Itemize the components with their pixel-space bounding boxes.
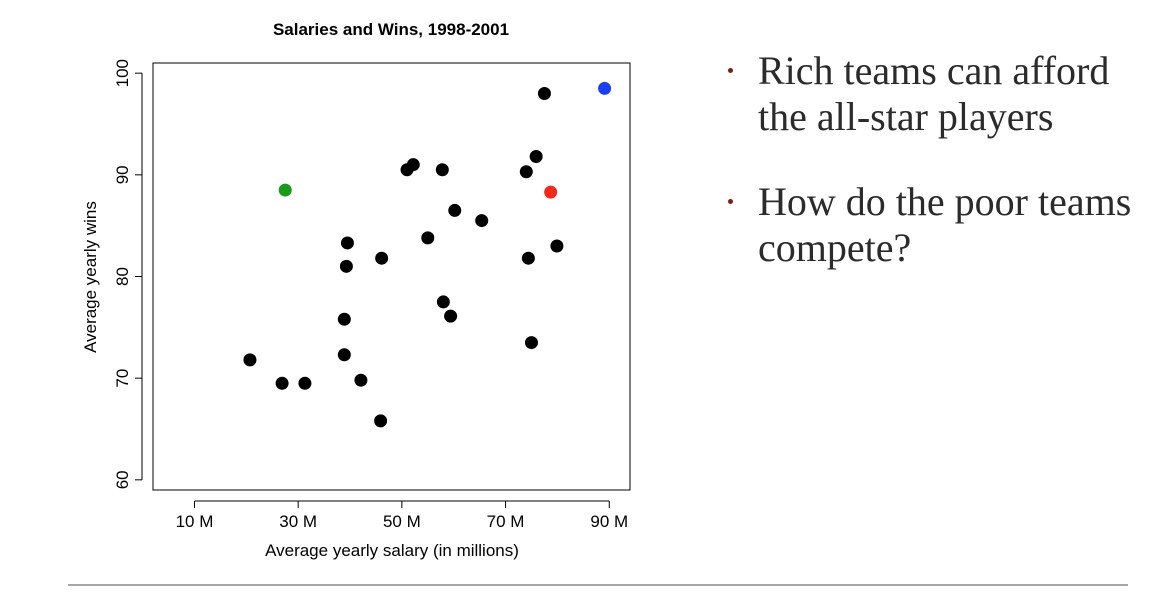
data-point: [475, 214, 489, 228]
y-axis-label: Average yearly wins: [81, 201, 100, 353]
data-point: [275, 376, 289, 390]
data-point: [354, 373, 368, 387]
data-point: [337, 312, 351, 326]
plot-frame: [152, 62, 631, 491]
data-point: [598, 81, 612, 95]
x-tick-label: 70 M: [487, 512, 525, 531]
footer-divider: [68, 584, 1128, 586]
data-point: [298, 376, 312, 390]
data-points: [243, 81, 612, 428]
bullet-dot-icon: [728, 68, 733, 73]
data-point: [243, 353, 257, 367]
x-axis: 10 M 30 M 50 M 70 M 90 M: [176, 500, 628, 531]
data-point: [524, 336, 538, 350]
data-point: [337, 348, 351, 362]
bullet-item-2: How do the poor teams compete?: [728, 179, 1148, 272]
data-point: [435, 163, 449, 177]
bullet-dot-icon: [728, 198, 733, 204]
bullet-text: Rich teams can afford the all-star playe…: [758, 48, 1110, 140]
data-point: [521, 251, 535, 265]
bullet-text: How do the poor teams compete?: [758, 178, 1132, 271]
data-point: [550, 239, 564, 253]
data-point: [375, 251, 389, 265]
y-tick-label: 60: [113, 470, 132, 489]
y-axis: 60 70 80 90 100: [113, 59, 143, 489]
bullet-list: Rich teams can afford the all-star playe…: [728, 48, 1148, 310]
data-point: [278, 183, 292, 197]
data-point: [529, 150, 543, 164]
data-point: [537, 87, 551, 100]
data-point: [374, 414, 388, 428]
scatter-chart: Salaries and Wins, 1998-2001 10 M 30 M 50 …: [81, 20, 631, 560]
bullet-item-1: Rich teams can afford the all-star playe…: [728, 48, 1148, 141]
data-point: [444, 309, 458, 323]
y-tick-label: 90: [113, 165, 132, 184]
x-tick-label: 10 M: [176, 512, 214, 531]
y-tick-label: 70: [113, 369, 132, 388]
data-point: [519, 165, 533, 179]
x-axis-label: Average yearly salary (in millions): [265, 541, 519, 560]
y-tick-label: 80: [113, 267, 132, 286]
data-point: [544, 185, 558, 199]
y-tick-label: 100: [113, 59, 132, 87]
data-point: [406, 158, 420, 172]
x-tick-label: 50 M: [383, 512, 421, 531]
x-tick-label: 30 M: [279, 512, 317, 531]
chart-title: Salaries and Wins, 1998-2001: [273, 20, 509, 39]
data-point: [448, 203, 462, 217]
data-point: [339, 259, 353, 273]
data-point: [340, 236, 354, 250]
x-tick-label: 90 M: [590, 512, 628, 531]
data-point: [421, 231, 435, 245]
data-point: [436, 295, 450, 309]
